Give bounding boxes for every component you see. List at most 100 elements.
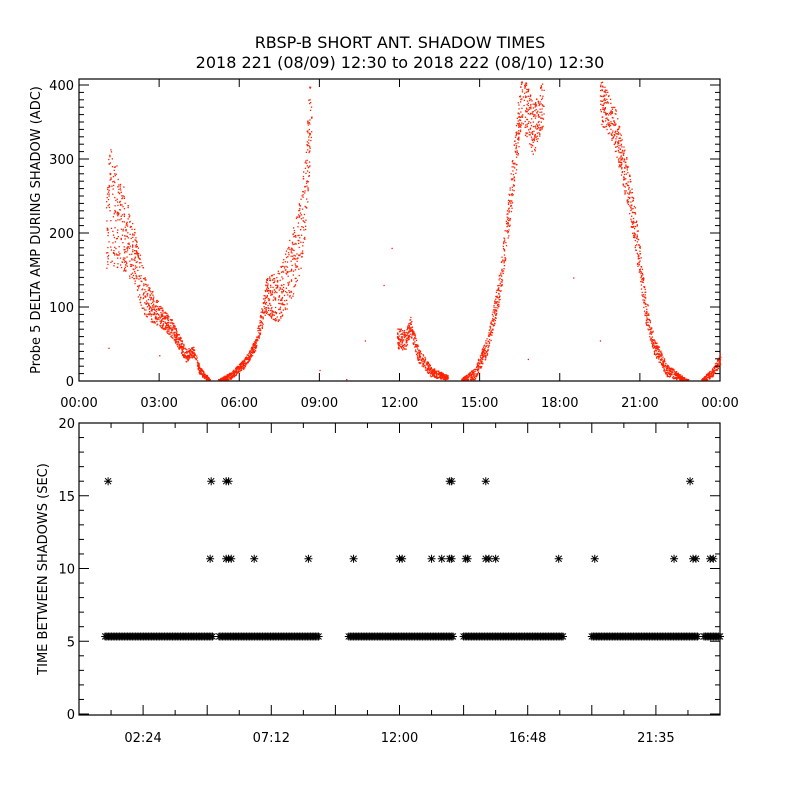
data-point [601, 81, 604, 83]
data-point [399, 338, 401, 340]
data-point [417, 359, 419, 361]
data-point [604, 98, 606, 100]
data-point [192, 347, 194, 349]
asterisk-marker [208, 632, 217, 641]
data-point [719, 353, 721, 355]
data-point [237, 366, 239, 368]
data-point [184, 347, 186, 349]
data-point [521, 91, 524, 93]
data-point [406, 344, 409, 346]
data-point [407, 335, 409, 337]
data-point [304, 192, 306, 194]
data-point [108, 184, 110, 187]
data-point [156, 320, 158, 323]
data-point [673, 369, 675, 371]
data-point [507, 231, 509, 233]
data-point [170, 325, 172, 327]
data-point [160, 305, 162, 308]
data-point [308, 175, 310, 177]
data-point [180, 345, 183, 348]
data-point [497, 297, 499, 299]
data-point [132, 249, 134, 251]
data-point [145, 309, 147, 311]
data-point [419, 356, 422, 358]
data-point [239, 362, 242, 365]
data-point [623, 152, 625, 154]
data-point [106, 193, 109, 195]
data-point [441, 378, 443, 380]
data-point [403, 331, 405, 333]
data-point [529, 127, 532, 129]
data-point [654, 340, 656, 342]
data-point [494, 313, 496, 315]
data-point [178, 338, 180, 340]
data-point [711, 369, 713, 371]
data-point [645, 322, 648, 324]
data-point [429, 367, 432, 369]
data-point [248, 358, 250, 361]
data-point [122, 206, 124, 208]
data-point [299, 208, 301, 210]
data-point [276, 316, 278, 318]
data-point [503, 261, 505, 263]
data-point [245, 357, 247, 359]
data-point [515, 133, 518, 135]
data-point [254, 350, 256, 353]
bottom-points [101, 477, 724, 641]
data-point [515, 134, 517, 137]
data-point [300, 214, 303, 216]
data-point [484, 359, 486, 361]
data-point [130, 265, 133, 267]
data-point [408, 337, 410, 339]
data-point [447, 377, 449, 379]
data-point [288, 290, 290, 292]
data-point [135, 246, 137, 248]
data-point [676, 375, 678, 377]
data-point [526, 111, 528, 113]
data-point [474, 368, 477, 370]
data-point [521, 89, 524, 91]
data-point [109, 179, 111, 181]
data-point [404, 334, 407, 336]
data-point [623, 185, 625, 187]
data-point [300, 241, 302, 243]
data-point [496, 289, 498, 292]
data-point [533, 115, 535, 118]
data-point [649, 328, 651, 331]
data-point [538, 132, 540, 134]
data-point [146, 306, 149, 308]
data-point [488, 335, 490, 337]
data-point [657, 348, 659, 350]
data-point [714, 363, 717, 365]
data-point [496, 305, 499, 307]
data-point [615, 123, 617, 125]
data-point [433, 373, 435, 376]
data-point [500, 272, 502, 274]
y-tick-label: 10 [58, 563, 75, 578]
data-point [532, 126, 535, 128]
data-point [602, 108, 604, 110]
data-point [659, 351, 661, 353]
data-point [119, 203, 122, 206]
data-point [246, 357, 248, 359]
data-point [429, 371, 431, 373]
asterisk-marker [447, 554, 456, 563]
data-point [436, 377, 439, 379]
data-point [674, 371, 677, 374]
data-point [442, 374, 444, 376]
data-point [302, 220, 304, 222]
data-point [160, 320, 162, 323]
data-point [186, 355, 188, 358]
data-point [441, 376, 443, 378]
data-point [519, 119, 521, 121]
data-point [262, 317, 264, 319]
data-point [534, 135, 536, 137]
data-point [173, 332, 175, 334]
data-point [302, 217, 304, 219]
data-point [419, 356, 421, 359]
data-point [469, 376, 472, 378]
data-point [308, 122, 310, 124]
data-point [518, 113, 520, 115]
data-point [541, 126, 543, 128]
data-point [264, 289, 266, 292]
